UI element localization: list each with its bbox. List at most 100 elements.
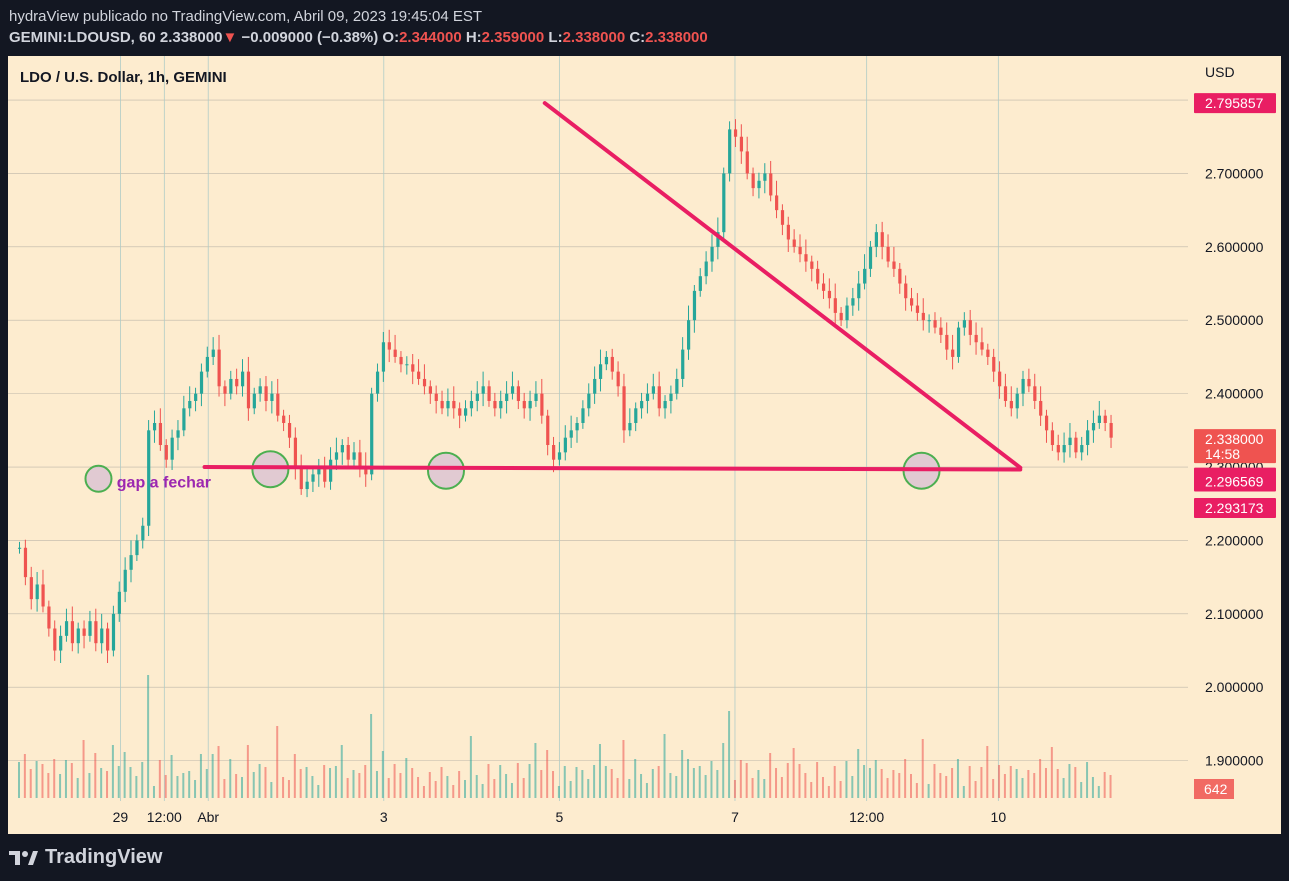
candle-body[interactable] (305, 481, 309, 490)
candle-body[interactable] (217, 349, 221, 387)
trendlines[interactable] (202, 101, 1023, 472)
candle-body[interactable] (863, 268, 867, 284)
candle-body[interactable] (370, 393, 374, 475)
candle-body[interactable] (681, 349, 685, 379)
candle-body[interactable] (604, 356, 609, 365)
candle-body[interactable] (375, 371, 380, 394)
candle-body[interactable] (816, 268, 820, 284)
candle-body[interactable] (722, 173, 726, 233)
time-tick-label[interactable]: Abr (197, 809, 219, 825)
time-tick-label[interactable]: 12:00 (849, 809, 884, 825)
candle-body[interactable] (270, 393, 274, 401)
candle-body[interactable] (962, 320, 967, 328)
candle-body[interactable] (575, 422, 579, 431)
candle-body[interactable] (757, 180, 761, 189)
candle-body[interactable] (780, 210, 785, 225)
candle-body[interactable] (329, 459, 333, 482)
candle-body[interactable] (956, 327, 961, 357)
candle-body[interactable] (141, 525, 145, 541)
candle-body[interactable] (880, 232, 884, 247)
candle-body[interactable] (851, 298, 855, 306)
circle-marker[interactable] (426, 451, 465, 490)
candle-body[interactable] (176, 430, 180, 438)
candle-body[interactable] (469, 400, 474, 409)
candle-body[interactable] (381, 342, 386, 372)
candle-body[interactable] (399, 356, 403, 365)
candle-body[interactable] (264, 386, 268, 401)
trendline[interactable] (202, 465, 1023, 472)
candle-body[interactable] (164, 445, 168, 460)
candle-body[interactable] (775, 195, 779, 211)
candle-body[interactable] (358, 452, 362, 468)
brand-name[interactable]: TradingView (45, 846, 163, 868)
candle-body[interactable] (94, 621, 98, 644)
candle-body[interactable] (123, 569, 127, 592)
candle-body[interactable] (640, 400, 644, 409)
candle-body[interactable] (945, 334, 949, 350)
candle-body[interactable] (199, 371, 204, 394)
candle-body[interactable] (739, 136, 744, 152)
candle-body[interactable] (745, 151, 749, 174)
candle-body[interactable] (915, 305, 920, 313)
candle-body[interactable] (129, 555, 133, 570)
candle-body[interactable] (687, 320, 691, 350)
candle-body[interactable] (235, 378, 239, 387)
candle-body[interactable] (974, 334, 978, 343)
candle-body[interactable] (581, 408, 585, 423)
time-tick-label[interactable]: 10 (991, 809, 1007, 825)
candle-body[interactable] (763, 173, 767, 181)
candle-body[interactable] (1009, 400, 1013, 409)
candle-body[interactable] (968, 320, 972, 335)
candle-body[interactable] (475, 393, 479, 401)
candle-body[interactable] (229, 378, 233, 394)
candle-body[interactable] (663, 400, 667, 409)
candle-body[interactable] (786, 224, 790, 240)
candle-body[interactable] (792, 239, 796, 247)
candle-body[interactable] (1062, 445, 1066, 453)
candle-body[interactable] (505, 393, 509, 401)
candle-body[interactable] (1080, 445, 1084, 453)
trendline[interactable] (542, 101, 1023, 470)
candle-body[interactable] (458, 408, 462, 416)
candle-body[interactable] (675, 378, 679, 394)
candle-body[interactable] (845, 305, 849, 321)
candle-body[interactable] (241, 371, 245, 387)
candle-body[interactable] (205, 356, 209, 372)
candle-body[interactable] (986, 349, 990, 357)
candle-body[interactable] (170, 437, 174, 460)
candle-body[interactable] (311, 474, 315, 482)
candle-body[interactable] (41, 584, 45, 607)
candle-body[interactable] (716, 232, 720, 247)
candle-body[interactable] (1027, 378, 1031, 387)
candle-body[interactable] (980, 342, 984, 350)
tradingview-logo-icon[interactable] (9, 849, 39, 867)
candle-body[interactable] (1068, 437, 1072, 446)
candle-body[interactable] (927, 320, 931, 322)
candle-body[interactable] (334, 452, 339, 460)
candle-body[interactable] (434, 393, 438, 401)
candle-body[interactable] (892, 261, 896, 269)
candle-body[interactable] (1103, 415, 1107, 423)
candle-body[interactable] (147, 430, 151, 526)
candle-body[interactable] (998, 371, 1002, 387)
candle-body[interactable] (188, 400, 192, 409)
candle-body[interactable] (939, 327, 943, 335)
candle-body[interactable] (299, 467, 303, 490)
candle-body[interactable] (53, 628, 57, 651)
candle-body[interactable] (798, 246, 802, 255)
candle-body[interactable] (751, 173, 755, 189)
candle-body[interactable] (1039, 400, 1043, 416)
candle-body[interactable] (634, 408, 638, 423)
candle-body[interactable] (158, 422, 163, 446)
candle-body[interactable] (657, 386, 661, 409)
chart-canvas[interactable]: LDO / U.S. Dollar, 1h, GEMINI gap a fech… (8, 56, 1281, 834)
candle-body[interactable] (23, 547, 28, 578)
candle-body[interactable] (1086, 430, 1090, 446)
candle-body[interactable] (587, 393, 591, 409)
candle-body[interactable] (598, 364, 603, 379)
candle-body[interactable] (405, 364, 409, 366)
candle-body[interactable] (1074, 437, 1078, 453)
candle-body[interactable] (810, 261, 814, 269)
candle-body[interactable] (499, 400, 503, 409)
candle-body[interactable] (487, 386, 491, 401)
